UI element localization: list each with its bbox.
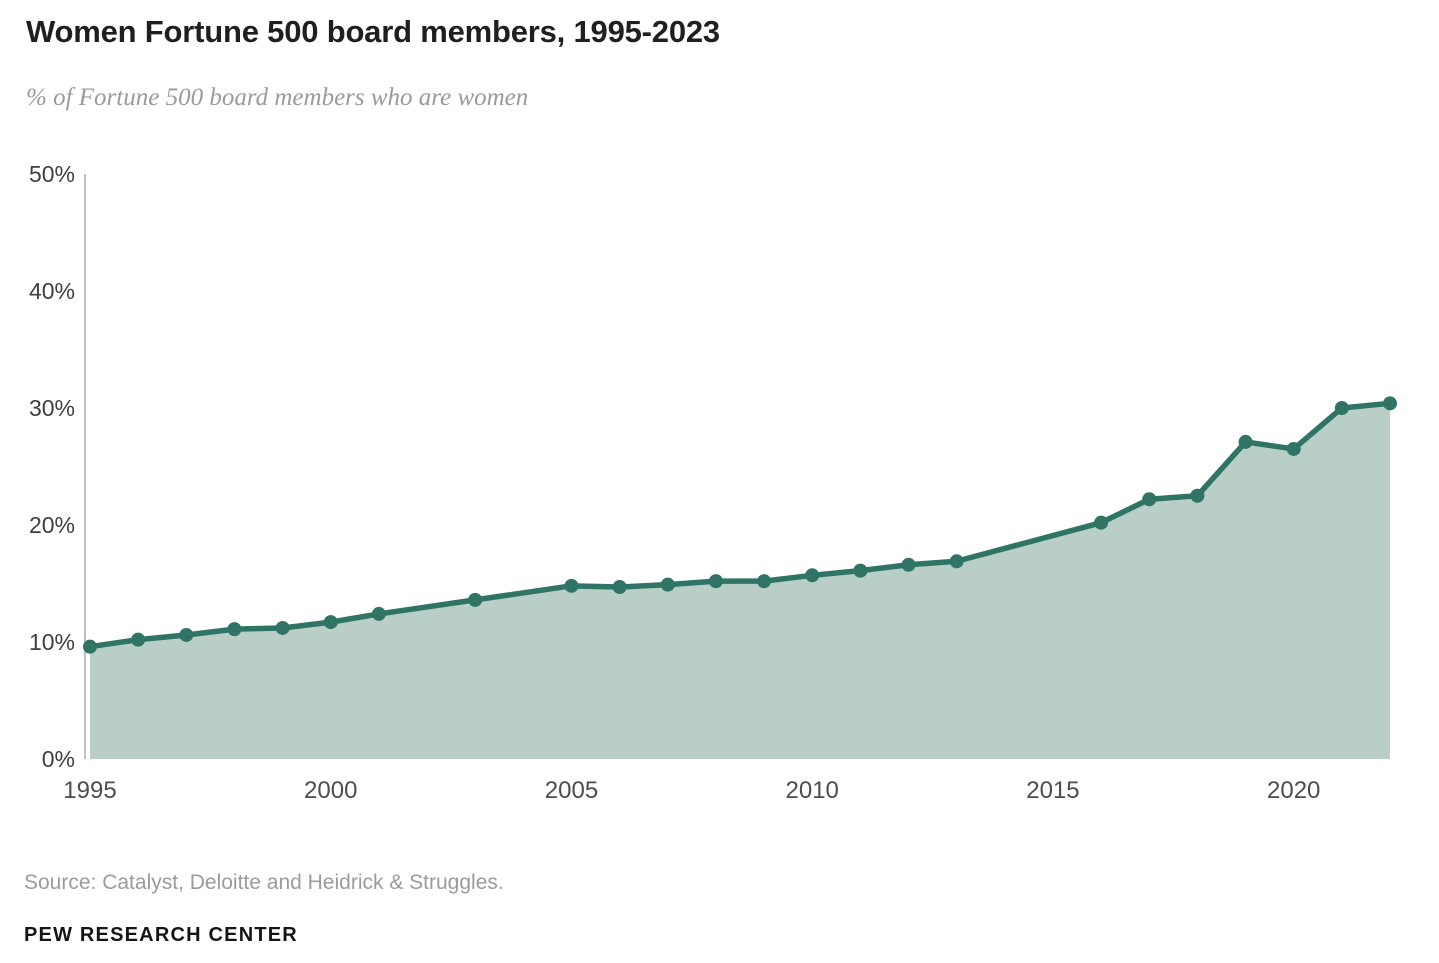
data-point-1999 [275,620,290,635]
data-point-2008 [708,574,723,589]
y-axis-label: 10% [29,629,75,655]
data-point-1997 [179,627,194,642]
data-point-2012 [901,557,916,572]
y-axis-label: 40% [29,278,75,304]
data-point-2021 [1334,401,1349,415]
x-axis-label: 1995 [63,777,116,804]
data-point-2003 [468,592,483,607]
trend-line [87,400,1393,650]
data-point-2000 [323,615,338,630]
data-point-2019 [1238,434,1253,449]
data-point-2022 [1383,396,1397,411]
data-point-1996 [131,632,146,647]
y-axis-label: 50% [29,161,75,187]
data-point-2016 [1094,515,1109,530]
x-axis-label: 2000 [304,777,357,804]
data-point-1995 [83,639,97,654]
x-axis-label: 2015 [1026,777,1079,804]
data-point-2018 [1190,488,1205,503]
area-chart: 0% 10% 20% 30% 40% 50% 1995 2000 2005 2010 2015 202… [29,161,1397,804]
chart-subtitle: % of Fortune 500 board members who are w… [26,84,529,111]
data-point-2010 [805,568,820,583]
x-axis-label: 2020 [1267,777,1320,804]
data-point-2020 [1286,441,1301,456]
data-point-2013 [949,554,964,569]
y-axis-label: 20% [29,512,75,538]
data-point-2005 [564,578,579,593]
data-point-2011 [853,563,868,578]
data-point-2006 [612,580,627,595]
data-point-2017 [1142,492,1157,507]
y-axis-label: 30% [29,395,75,421]
y-axis-label: 0% [42,746,75,772]
chart-title: Women Fortune 500 board members, 1995-20… [26,14,720,49]
source-note: Source: Catalyst, Deloitte and Heidrick … [24,871,504,894]
x-axis-label: 2010 [786,777,839,804]
pew-research-center-wordmark: PEW RESEARCH CENTER [24,924,298,946]
data-point-2001 [371,606,386,621]
data-point-2007 [660,577,675,592]
data-point-2009 [757,574,772,589]
data-point-1998 [227,622,242,637]
x-axis-label: 2005 [545,777,598,804]
